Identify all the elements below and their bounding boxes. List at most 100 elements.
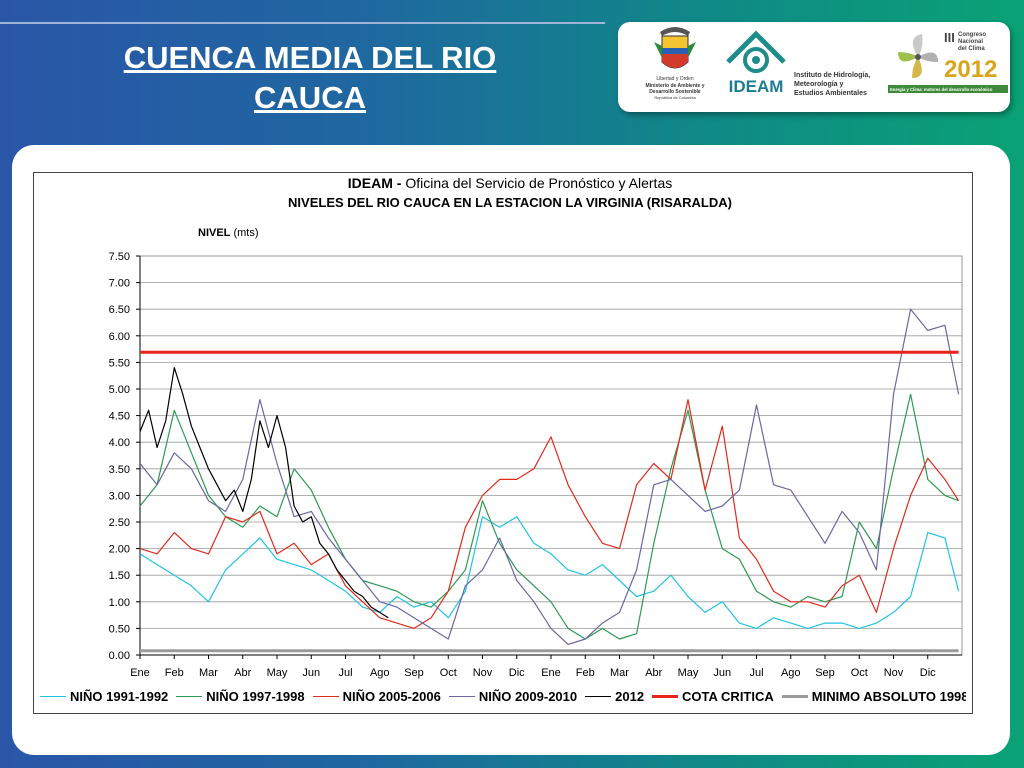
legend-swatch [585,695,612,697]
congress-word-2: Nacional [958,39,983,45]
x-tick-label: Mar [199,667,218,679]
series-lines [139,308,960,653]
legend-swatch [40,695,66,697]
legend-label: NIÑO 1997-1998 [206,688,305,704]
ideam-eye-icon [726,30,786,73]
ministry-motto: Libertad y Orden [656,76,693,82]
legend-label: NIÑO 2005-2006 [342,688,441,704]
x-tick-label: Jun [713,667,731,679]
x-tick-label: Dic [920,667,936,679]
plot-area [139,255,963,656]
y-tick-label: 7.00 [109,278,130,290]
grid [139,255,963,656]
y-tick-label: 0.00 [109,650,130,662]
legend-swatch [781,694,808,698]
chart-title-rest: Oficina del Servicio de Pronóstico y Ale… [401,175,672,191]
ideam-desc-3: Estudios Ambientales [794,90,867,97]
ideam-desc-1: Instituto de Hidrología, [794,72,870,79]
legend-swatch [312,695,339,697]
y-tick-label: 1.00 [109,597,130,609]
legend-item: COTA CRITICA [652,689,774,704]
slide-title: CUENCA MEDIA DEL RIO CAUCA [60,38,560,118]
chart-title: IDEAM - Oficina del Servicio de Pronósti… [348,175,672,191]
legend-swatch [448,695,475,697]
x-tick-label: Nov [884,667,904,679]
series-line-ni-o-2005-2006 [139,399,960,629]
ideam-desc-2: Meteorología y [794,81,844,88]
y-tick-label: 5.50 [109,357,130,369]
slide-title-line-1: CUENCA MEDIA DEL RIO [123,40,497,75]
legend-label: 2012 [615,688,645,704]
x-tick-label: Mar [610,667,629,679]
y-tick-label: 1.50 [109,570,130,582]
y-tick-label: 2.00 [109,544,130,556]
y-tick-label: 4.50 [109,411,130,423]
legend-item: NIÑO 2009-2010 [448,688,578,704]
y-tick-label: 6.50 [109,304,130,316]
congress-year: 2012 [944,56,997,83]
x-tick-label: May [678,667,699,679]
y-axis-label-unit: (mts) [230,227,258,239]
ministry-name-1: Ministerio de Ambiente y [646,83,705,89]
legend-item: NIÑO 1991-1992 [40,689,168,704]
x-tick-label: Dic [509,667,525,679]
legend-item: NIÑO 2005-2006 [312,688,441,704]
ministry-name-2: Desarrollo Sostenible [649,89,701,95]
chart-subtitle: NIVELES DEL RIO CAUCA EN LA ESTACION LA … [288,195,732,210]
y-tick-label: 3.50 [109,464,130,476]
legend-swatch [652,694,679,698]
x-tick-label: Jul [749,667,763,679]
y-axis-label: NIVEL (mts) [198,227,259,239]
y-tick-label: 7.50 [109,251,130,263]
x-tick-label: Abr [234,667,251,679]
pinwheel-icon [898,34,938,78]
header-divider [0,22,605,24]
x-tick-label: Ene [130,667,150,679]
y-tick-label: 2.50 [109,517,130,529]
congress-edition: III [944,30,955,45]
logo-bar: Libertad y Orden Ministerio de Ambiente … [618,22,1010,112]
congress-tagline: Energía y Clima: motores del desarrollo … [890,87,993,92]
x-tick-label: Feb [165,667,184,679]
ministry-country: República de Colombia [654,95,696,100]
congress-word-1: Congreso [958,32,986,38]
ideam-wordmark: IDEAM [729,77,784,96]
legend-label: NIÑO 2009-2010 [478,688,578,704]
y-tick-label: 3.00 [109,490,130,502]
ideam-logo: IDEAM Instituto de Hidrología, Meteorolo… [726,30,870,97]
x-tick-label: Oct [851,667,868,679]
legend-swatch [176,695,203,697]
y-tick-label: 4.00 [109,437,130,449]
x-tick-label: Ago [781,667,801,679]
congress-logo: III Congreso Nacional del Clima 2012 Ene… [888,30,1008,93]
chart-title-org: IDEAM - [348,175,402,191]
congress-word-3: del Clima [958,46,985,52]
series-line-ni-o-1991-1992 [139,516,960,629]
ministry-logo: Libertad y Orden Ministerio de Ambiente … [646,27,705,100]
x-tick-label: Jul [338,667,352,679]
legend-item: NIÑO 1997-1998 [176,688,305,704]
legend-item: 2012 [585,689,644,704]
x-tick-label: Sep [815,667,835,679]
legend-item: MINIMO ABSOLUTO 1998 [781,688,966,704]
x-tick-label: May [267,667,288,679]
series-line-2012 [139,367,389,619]
legend-label: COTA CRITICA [682,688,774,704]
chart-frame [33,172,973,714]
y-tick-label: 6.00 [109,331,130,343]
series-line-ni-o-2009-2010 [139,308,960,645]
y-tick-label: 5.00 [109,384,130,396]
slide-title-line-2: CAUCA [254,80,366,115]
coat-of-arms-icon [654,27,696,69]
legend-label: NIÑO 1991-1992 [70,688,169,704]
x-tick-label: Ene [541,667,561,679]
x-tick-label: Abr [645,667,662,679]
x-tick-label: Jun [302,667,320,679]
axes: 0.00 0.50 1.00 1.50 2.00 2.50 3.00 3.50 4.00 4.50… [109,251,962,679]
x-tick-label: Ago [370,667,390,679]
chart-legend: NIÑO 1991-1992 NIÑO 1997-1998 NIÑO 2005-20… [40,686,966,706]
x-tick-label: Sep [404,667,424,679]
x-tick-label: Nov [473,667,493,679]
legend-label: MINIMO ABSOLUTO 1998 [811,688,966,704]
